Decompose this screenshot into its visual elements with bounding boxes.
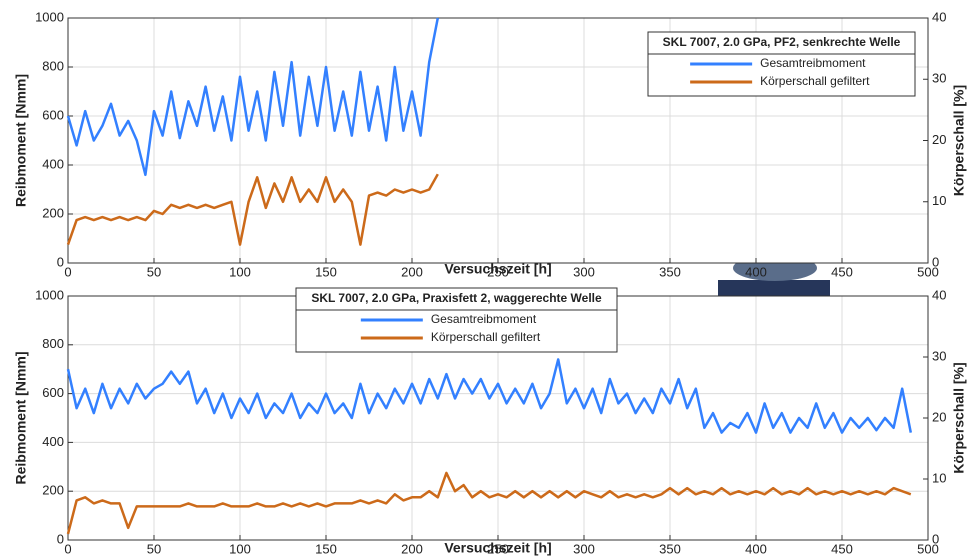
y-tick-label: 400 bbox=[42, 434, 64, 449]
y2-tick-label: 0 bbox=[932, 254, 939, 269]
y-tick-label: 0 bbox=[57, 254, 64, 269]
y-tick-label: 200 bbox=[42, 205, 64, 220]
y2-tick-label: 0 bbox=[932, 531, 939, 546]
x-axis-label: Versuchszeit [h] bbox=[444, 540, 551, 556]
x-tick-label: 300 bbox=[573, 541, 595, 556]
legend-label: Körperschall gefiltert bbox=[760, 74, 870, 88]
page: 0501001502002503003504004505000200400600… bbox=[0, 0, 971, 556]
x-tick-label: 0 bbox=[64, 264, 71, 279]
x-tick-label: 200 bbox=[401, 541, 423, 556]
legend: SKL 7007, 2.0 GPa, Praxisfett 2, waggere… bbox=[296, 288, 617, 352]
y-tick-label: 800 bbox=[42, 336, 64, 351]
x-tick-label: 100 bbox=[229, 541, 251, 556]
y2-tick-label: 20 bbox=[932, 409, 946, 424]
x-tick-label: 450 bbox=[831, 541, 853, 556]
y-tick-label: 1000 bbox=[35, 287, 64, 302]
y-axis-label: Reibmoment [Nmm] bbox=[13, 74, 29, 207]
legend-label: Gesamtreibmoment bbox=[760, 56, 866, 70]
legend: SKL 7007, 2.0 GPa, PF2, senkrechte Welle… bbox=[648, 32, 915, 96]
x-tick-label: 450 bbox=[831, 264, 853, 279]
legend-label: Gesamtreibmoment bbox=[431, 312, 537, 326]
y-tick-label: 0 bbox=[57, 531, 64, 546]
y-tick-label: 600 bbox=[42, 107, 64, 122]
y2-tick-label: 30 bbox=[932, 348, 946, 363]
y-tick-label: 600 bbox=[42, 385, 64, 400]
y-tick-label: 400 bbox=[42, 156, 64, 171]
x-tick-label: 350 bbox=[659, 264, 681, 279]
legend-label: Körperschall gefiltert bbox=[431, 330, 541, 344]
y-tick-label: 200 bbox=[42, 483, 64, 498]
x-tick-label: 150 bbox=[315, 541, 337, 556]
x-tick-label: 50 bbox=[147, 541, 161, 556]
x-tick-label: 350 bbox=[659, 541, 681, 556]
y2-axis-label: Körperschall [%] bbox=[951, 85, 967, 196]
x-tick-label: 200 bbox=[401, 264, 423, 279]
y2-tick-label: 30 bbox=[932, 71, 946, 86]
y-axis-label: Reibmoment [Nmm] bbox=[13, 351, 29, 484]
y2-tick-label: 20 bbox=[932, 132, 946, 147]
x-tick-label: 400 bbox=[745, 541, 767, 556]
y-tick-label: 800 bbox=[42, 58, 64, 73]
x-axis-label: Versuchszeit [h] bbox=[444, 261, 551, 277]
legend-title: SKL 7007, 2.0 GPa, Praxisfett 2, waggere… bbox=[311, 291, 602, 305]
y2-tick-label: 40 bbox=[932, 9, 946, 24]
x-tick-label: 400 bbox=[745, 264, 767, 279]
y2-tick-label: 40 bbox=[932, 287, 946, 302]
x-tick-label: 100 bbox=[229, 264, 251, 279]
chart: 0501001502002503003504004505000200400600… bbox=[0, 0, 971, 556]
x-tick-label: 50 bbox=[147, 264, 161, 279]
y2-tick-label: 10 bbox=[932, 193, 946, 208]
x-tick-label: 150 bbox=[315, 264, 337, 279]
y-tick-label: 1000 bbox=[35, 9, 64, 24]
x-tick-label: 300 bbox=[573, 264, 595, 279]
y2-axis-label: Körperschall [%] bbox=[951, 362, 967, 473]
x-tick-label: 0 bbox=[64, 541, 71, 556]
y2-tick-label: 10 bbox=[932, 470, 946, 485]
legend-title: SKL 7007, 2.0 GPa, PF2, senkrechte Welle bbox=[663, 35, 901, 49]
